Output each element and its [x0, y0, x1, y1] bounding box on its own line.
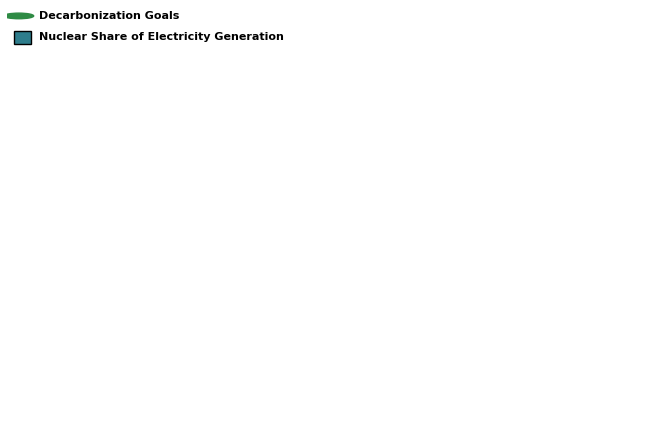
- FancyBboxPatch shape: [14, 31, 31, 44]
- Text: Decarbonization Goals: Decarbonization Goals: [38, 11, 179, 21]
- Text: Nuclear Share of Electricity Generation: Nuclear Share of Electricity Generation: [38, 32, 283, 42]
- Circle shape: [4, 13, 34, 19]
